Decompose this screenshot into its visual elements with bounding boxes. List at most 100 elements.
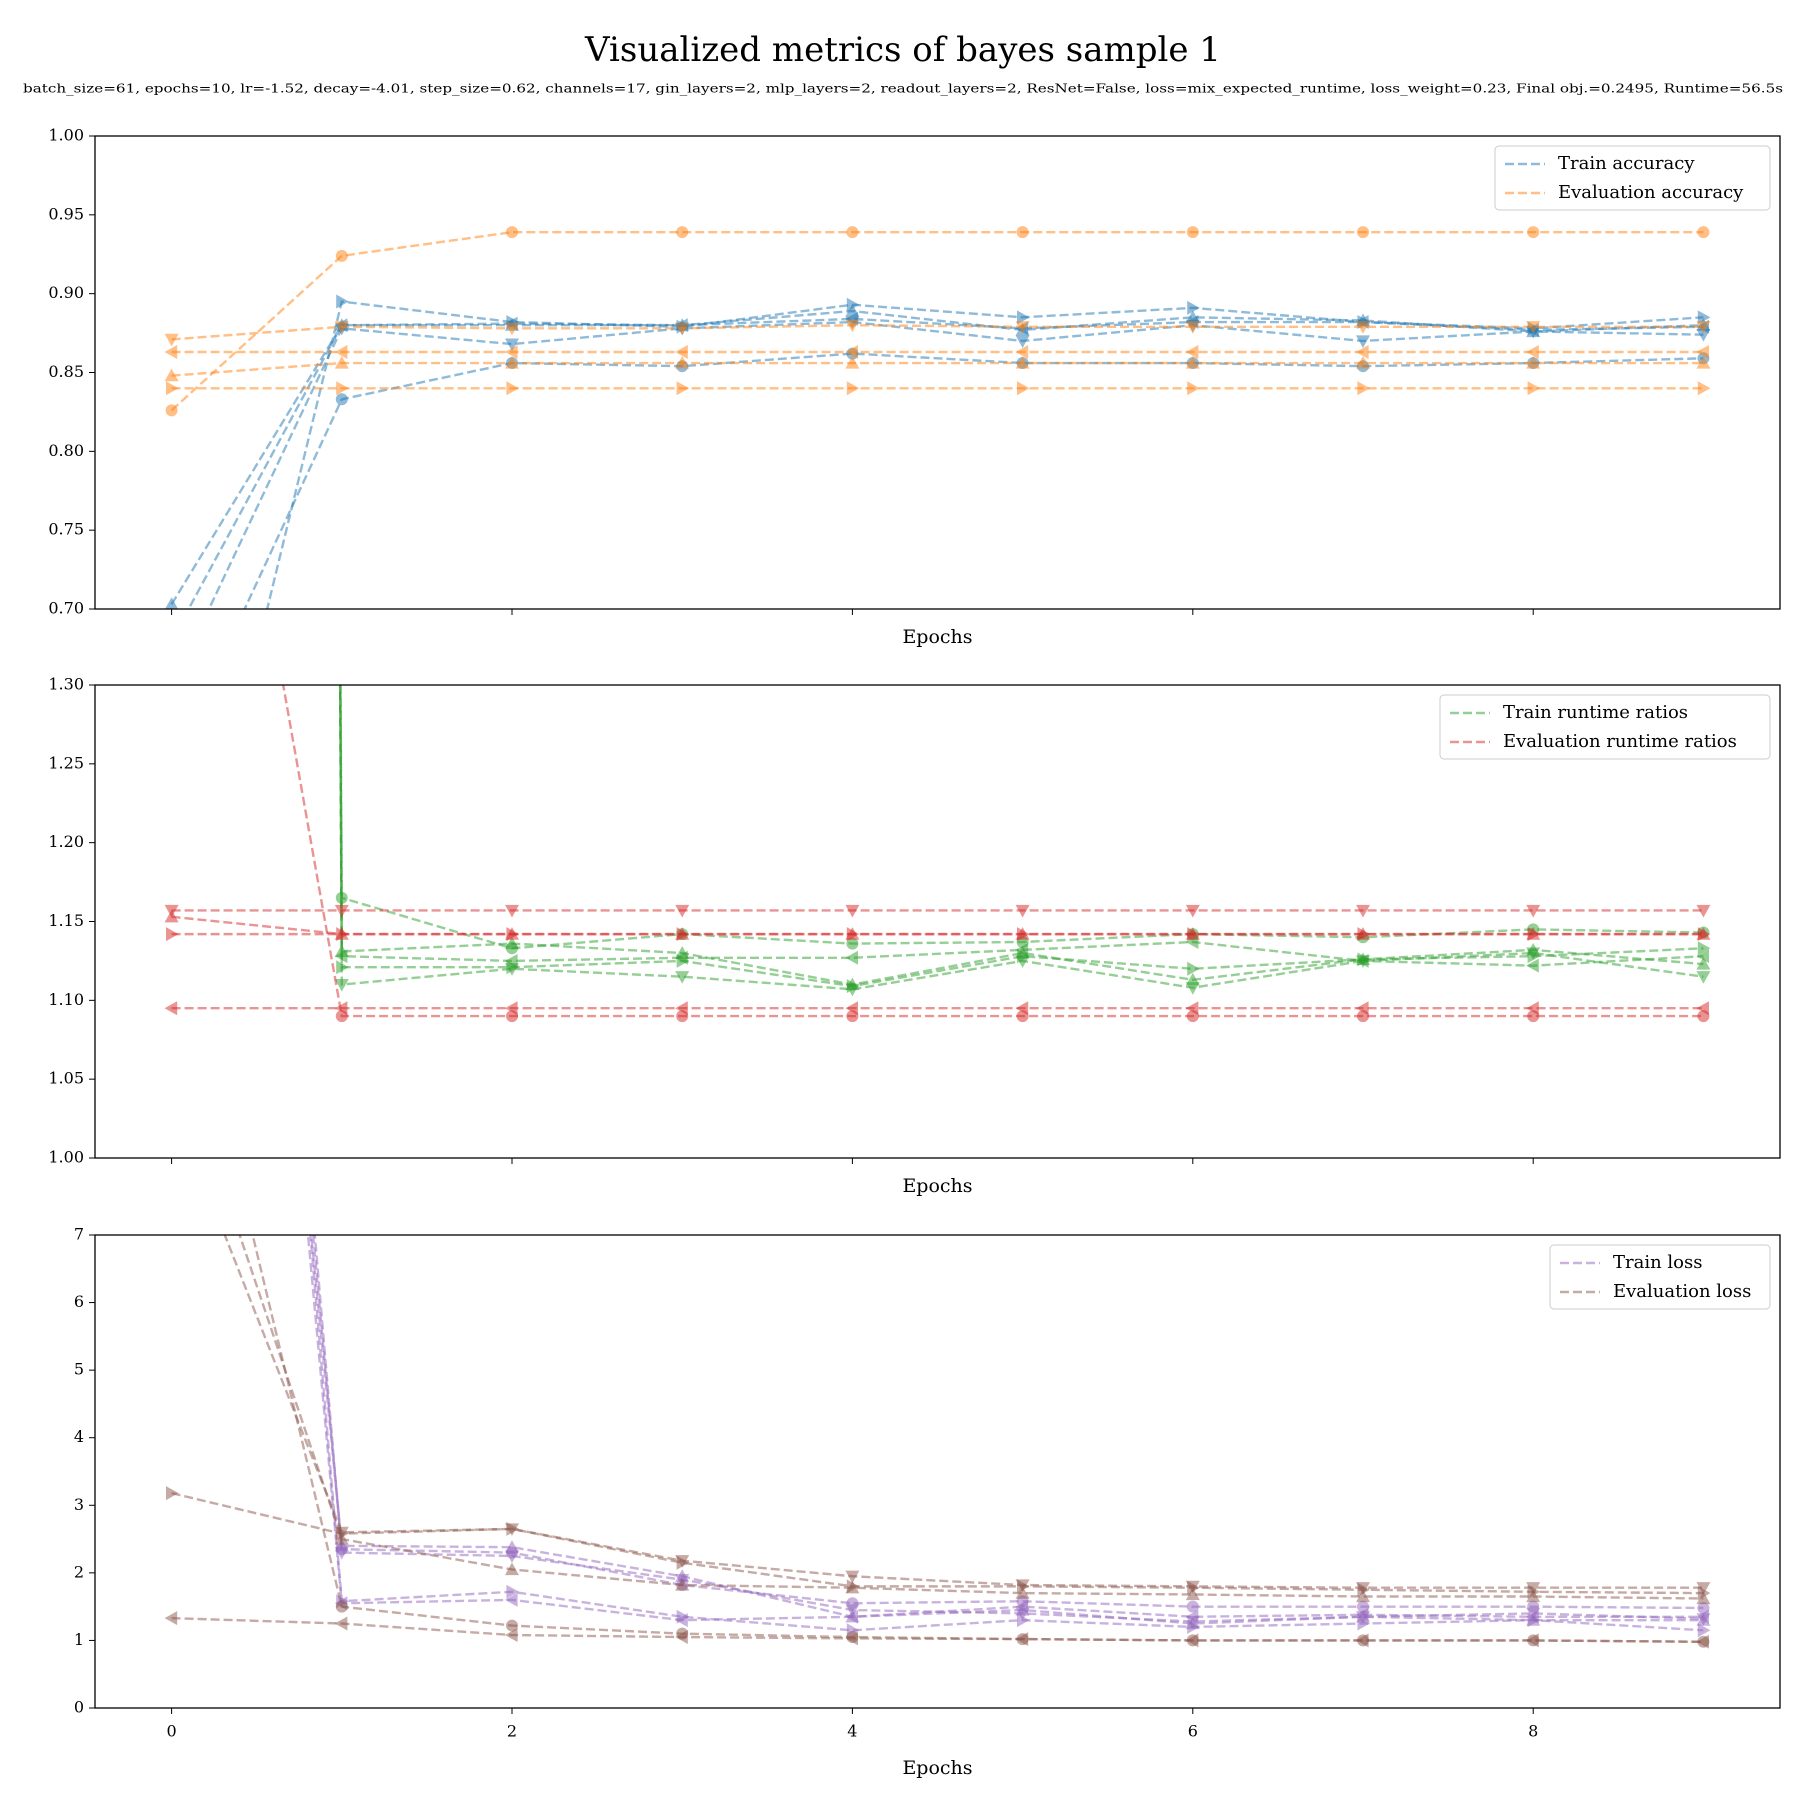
point — [1015, 356, 1030, 369]
point — [1696, 1001, 1710, 1016]
series-line — [281, 685, 1704, 1018]
point — [1526, 345, 1539, 360]
point — [1697, 226, 1710, 239]
subplot: 0.70 0.75 0.80 0.85 0.90 0.95 1.00 Epochs Train … — [48, 126, 1781, 695]
point — [845, 1609, 858, 1624]
point — [504, 1001, 518, 1016]
point — [1187, 961, 1200, 976]
x-tick-label: 4 — [847, 1722, 857, 1741]
point — [1696, 1634, 1710, 1649]
point — [1356, 345, 1369, 360]
point — [504, 345, 518, 360]
point — [845, 904, 860, 918]
point — [675, 1578, 690, 1591]
point — [1697, 381, 1711, 396]
series-line — [171, 323, 1704, 341]
plot-area — [164, 226, 1711, 695]
point — [1016, 226, 1029, 239]
point — [165, 381, 179, 396]
point — [1696, 1582, 1711, 1595]
y-tick-label: 0.80 — [48, 441, 84, 460]
point — [1696, 971, 1711, 984]
point — [846, 937, 859, 950]
point — [1696, 345, 1710, 360]
subplot: 0 1 2 3 4 5 6 7 0 2 4 6 8 Epochs Train loss Evaluation … — [74, 891, 1781, 1779]
point — [334, 1001, 348, 1016]
point — [166, 48, 178, 60]
point — [336, 927, 349, 942]
point — [335, 249, 348, 262]
legend-label: Evaluation loss — [1613, 1281, 1751, 1302]
x-axis-label: Epochs — [902, 1757, 972, 1779]
point — [165, 1025, 179, 1038]
series-line — [243, 352, 1704, 609]
point — [1185, 972, 1200, 986]
point — [336, 381, 349, 396]
x-tick-label: 0 — [166, 1722, 176, 1741]
y-tick-label: 1.20 — [48, 832, 84, 851]
point — [1185, 1001, 1199, 1016]
series-line — [170, 309, 1704, 605]
point — [504, 953, 518, 968]
point — [845, 356, 860, 369]
legend-label: Evaluation accuracy — [1558, 182, 1744, 203]
series-line — [187, 317, 1704, 609]
point — [1015, 345, 1029, 360]
point — [504, 1550, 519, 1563]
point — [1015, 335, 1030, 348]
point — [1696, 957, 1711, 970]
point — [504, 356, 519, 369]
y-tick-label: 0.95 — [48, 204, 84, 223]
point — [1185, 1633, 1199, 1648]
point — [336, 960, 349, 975]
y-tick-label: 0.85 — [48, 362, 84, 381]
point — [165, 1486, 179, 1501]
point — [164, 333, 179, 347]
y-tick-label: 1.00 — [48, 126, 84, 145]
point — [845, 1631, 858, 1646]
point — [334, 978, 349, 992]
point — [164, 1001, 178, 1016]
point — [506, 927, 519, 942]
point — [1527, 1584, 1541, 1599]
point — [1017, 949, 1030, 964]
plot-area — [164, 891, 1711, 1649]
point — [504, 1628, 518, 1643]
point — [1696, 949, 1710, 964]
point — [845, 319, 860, 333]
point — [166, 891, 178, 903]
axes-frame — [94, 684, 1781, 1159]
y-tick-label: 1.25 — [48, 753, 84, 772]
point — [1697, 1623, 1711, 1638]
point — [1356, 904, 1371, 918]
point — [1187, 927, 1200, 942]
series-line — [171, 361, 1704, 377]
point — [164, 909, 179, 923]
point — [506, 960, 519, 975]
point — [1185, 321, 1200, 334]
point — [1356, 1589, 1371, 1603]
x-tick-label: 8 — [1528, 1722, 1538, 1741]
point — [676, 953, 690, 968]
point — [1017, 381, 1030, 396]
point — [676, 381, 690, 396]
series-line — [309, 1235, 1704, 1632]
point — [165, 404, 178, 417]
point — [336, 1526, 349, 1541]
y-tick-label: 7 — [74, 1225, 84, 1244]
subplot: 1.00 1.05 1.10 1.15 1.20 1.25 1.30 Epochs Train … — [48, 48, 1781, 1197]
point — [1017, 927, 1030, 942]
series-line — [265, 300, 1704, 609]
point — [1696, 321, 1711, 334]
point — [1697, 1601, 1710, 1614]
point — [1015, 321, 1030, 334]
series-line — [311, 1235, 1704, 1610]
point — [1017, 1613, 1030, 1628]
point — [1187, 381, 1200, 396]
point — [506, 381, 519, 396]
y-tick-label: 1.00 — [48, 1148, 84, 1167]
point — [1357, 1616, 1371, 1631]
point — [165, 682, 179, 695]
point — [675, 904, 690, 918]
